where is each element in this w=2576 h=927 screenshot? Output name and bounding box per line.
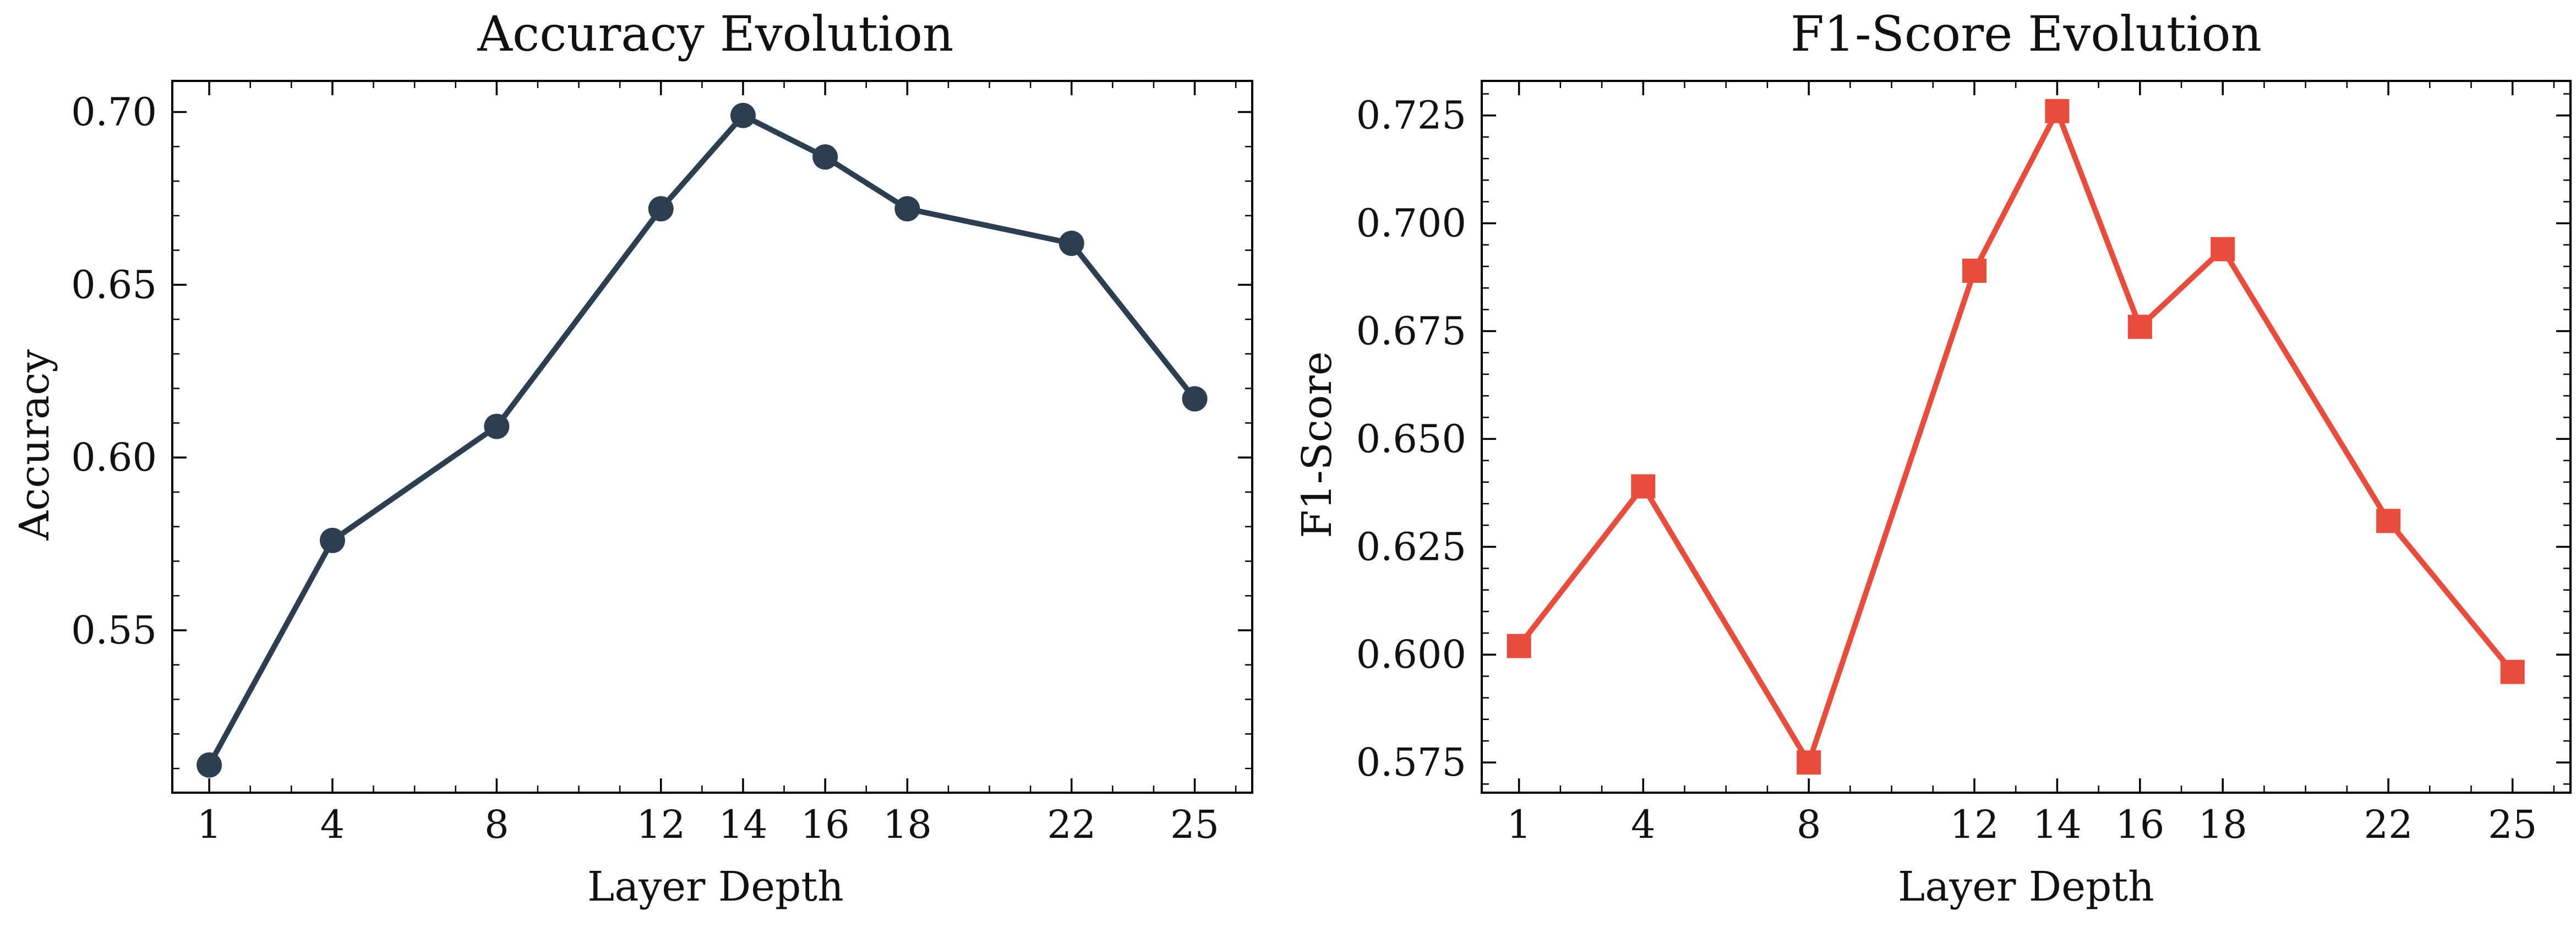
y-tick-label: 0.600: [1356, 632, 1466, 677]
data-point: [1507, 634, 1531, 658]
data-point: [1962, 258, 1986, 283]
data-point: [197, 752, 222, 778]
data-point: [1631, 474, 1656, 499]
data-point: [2127, 314, 2152, 339]
x-tick-label: 4: [1631, 802, 1656, 847]
x-tick-label: 12: [636, 802, 685, 847]
accuracy-chart: Accuracy Evolution Layer Depth Accuracy …: [11, 6, 1253, 910]
x-tick-label: 25: [1170, 802, 1219, 847]
data-point: [812, 144, 838, 170]
y-tick-label: 0.575: [1356, 740, 1466, 785]
x-tick-label: 16: [2115, 802, 2164, 847]
x-tick-label: 18: [2198, 802, 2247, 847]
data-point: [319, 527, 345, 553]
y-tick-label: 0.675: [1356, 309, 1466, 354]
y-tick-label: 0.625: [1356, 524, 1466, 569]
plot-frame: [1481, 80, 2572, 794]
data-point: [484, 413, 510, 439]
x-tick-label: 18: [883, 802, 932, 847]
data-point: [1182, 386, 1208, 412]
data-point: [648, 196, 674, 222]
data-point: [2045, 99, 2070, 123]
x-tick-label: 22: [1047, 802, 1096, 847]
x-tick-label: 14: [2033, 802, 2082, 847]
x-tick-label: 25: [2488, 802, 2537, 847]
x-tick-label: 22: [2364, 802, 2413, 847]
f1-score-chart: F1-Score Evolution Layer Depth F1-Score …: [1294, 6, 2572, 910]
series-line: [1516, 108, 2515, 766]
y-tick-label: 0.650: [1356, 416, 1466, 461]
x-tick-label: 16: [801, 802, 850, 847]
data-point: [1797, 750, 1821, 775]
data-point: [1058, 231, 1084, 257]
chart-title: F1-Score Evolution: [1791, 6, 2262, 62]
data-point: [730, 102, 756, 128]
chart-title: Accuracy Evolution: [477, 6, 953, 62]
data-point: [2500, 659, 2525, 684]
y-tick-label: 0.55: [71, 608, 157, 653]
x-tick-label: 4: [320, 802, 345, 847]
data-point: [894, 196, 920, 222]
x-tick-label: 12: [1950, 802, 1999, 847]
x-tick-label: 8: [1797, 802, 1821, 847]
y-tick-label: 0.700: [1356, 201, 1466, 246]
x-axis-label: Layer Depth: [587, 863, 844, 910]
x-axis-label: Layer Depth: [1898, 863, 2154, 910]
y-tick-label: 0.60: [71, 435, 157, 480]
x-tick-label: 8: [484, 802, 509, 847]
data-point: [2376, 509, 2401, 533]
y-tick-label: 0.725: [1356, 93, 1466, 138]
x-tick-label: 1: [197, 802, 222, 847]
y-axis-label: F1-Score: [1294, 351, 1341, 538]
data-point: [2211, 237, 2235, 261]
y-tick-label: 0.70: [71, 89, 157, 134]
plot-frame: [171, 80, 1253, 794]
x-tick-label: 14: [718, 802, 767, 847]
x-tick-label: 1: [1507, 802, 1531, 847]
series-line: [206, 112, 1197, 767]
y-axis-label: Accuracy: [11, 349, 58, 541]
y-tick-label: 0.65: [71, 262, 157, 307]
